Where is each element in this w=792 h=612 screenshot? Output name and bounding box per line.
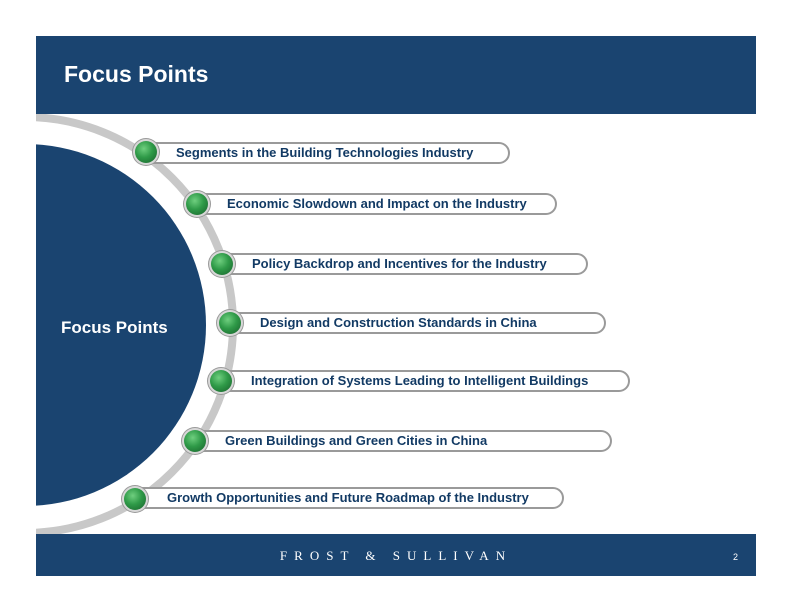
focus-item-1: Segments in the Building Technologies In…: [148, 142, 510, 164]
bullet-icon: [135, 141, 157, 163]
focus-item-4: Design and Construction Standards in Chi…: [232, 312, 606, 334]
slide-header: Focus Points: [36, 36, 756, 114]
bullet-icon: [184, 430, 206, 452]
focus-item-5: Integration of Systems Leading to Intell…: [223, 370, 630, 392]
focus-item-3: Policy Backdrop and Incentives for the I…: [224, 253, 588, 275]
bullet-icon: [124, 488, 146, 510]
circle-label: Focus Points: [61, 318, 168, 337]
slide-title: Focus Points: [64, 61, 209, 87]
focus-item-6: Green Buildings and Green Cities in Chin…: [197, 430, 612, 452]
focus-circle: [36, 144, 206, 506]
brand-logo: FROST & SULLIVAN: [279, 548, 513, 563]
page-number: 2: [732, 552, 738, 562]
focus-item-2: Economic Slowdown and Impact on the Indu…: [199, 193, 557, 215]
bullet-icon: [210, 370, 232, 392]
focus-item-7: Growth Opportunities and Future Roadmap …: [139, 487, 564, 509]
bullet-icon: [186, 193, 208, 215]
bullet-icon: [211, 253, 233, 275]
slide-footer: FROST & SULLIVAN 2: [36, 534, 756, 576]
bullet-icon: [219, 312, 241, 334]
